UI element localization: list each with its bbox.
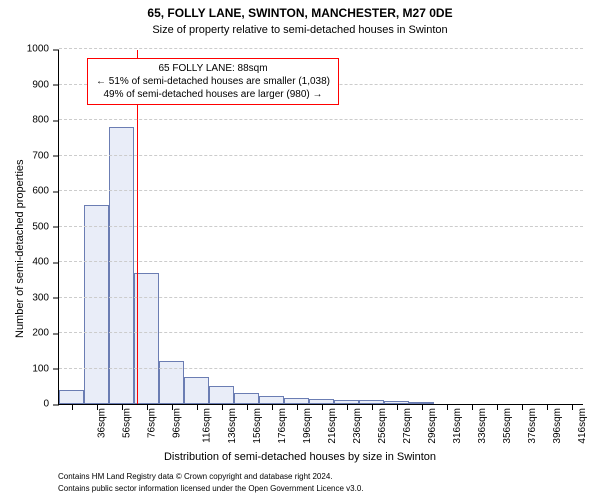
y-tick-label: 900 (32, 79, 59, 90)
x-tick-mark (372, 404, 373, 410)
y-tick-label: 400 (32, 257, 59, 268)
x-tick-mark (197, 404, 198, 410)
y-tick-label: 0 (43, 399, 59, 410)
x-tick-mark (447, 404, 448, 410)
x-tick-label: 296sqm (427, 408, 438, 444)
x-tick-mark (247, 404, 248, 410)
annotation-line2: ← 51% of semi-detached houses are smalle… (96, 75, 330, 88)
footer-line1: Contains HM Land Registry data © Crown c… (58, 472, 333, 481)
footer-line2: Contains public sector information licen… (58, 484, 364, 493)
chart-container: { "title": { "line1": "65, FOLLY LANE, S… (0, 0, 600, 500)
x-tick-mark (122, 404, 123, 410)
x-tick-label: 356sqm (502, 408, 513, 444)
grid-line (59, 368, 583, 369)
x-tick-mark (272, 404, 273, 410)
x-tick-mark (572, 404, 573, 410)
x-tick-mark (547, 404, 548, 410)
x-tick-mark (172, 404, 173, 410)
y-axis-label: Number of semi-detached properties (14, 159, 26, 338)
x-tick-label: 376sqm (527, 408, 538, 444)
histogram-bar (84, 205, 109, 404)
x-tick-mark (222, 404, 223, 410)
histogram-bar (209, 386, 234, 404)
y-tick-label: 700 (32, 150, 59, 161)
y-tick-label: 600 (32, 186, 59, 197)
histogram-bar (259, 396, 284, 404)
histogram-bar (184, 377, 209, 404)
x-tick-label: 136sqm (227, 408, 238, 444)
x-tick-label: 156sqm (252, 408, 263, 444)
plot-area: 0100200300400500600700800900100036sqm56s… (58, 50, 583, 405)
grid-line (59, 155, 583, 156)
x-tick-label: 196sqm (302, 408, 313, 444)
histogram-bar (109, 127, 134, 404)
x-tick-label: 216sqm (327, 408, 338, 444)
x-tick-label: 36sqm (96, 408, 107, 438)
annotation-box: 65 FOLLY LANE: 88sqm ← 51% of semi-detac… (87, 58, 339, 105)
x-tick-label: 176sqm (277, 408, 288, 444)
y-tick-label: 800 (32, 115, 59, 126)
x-tick-label: 336sqm (477, 408, 488, 444)
x-tick-label: 116sqm (201, 408, 212, 443)
x-tick-mark (472, 404, 473, 410)
y-tick-label: 1000 (27, 44, 59, 55)
histogram-bar (134, 273, 159, 404)
x-tick-mark (522, 404, 523, 410)
x-tick-label: 416sqm (577, 408, 588, 444)
annotation-line3: 49% of semi-detached houses are larger (… (96, 88, 330, 101)
x-tick-mark (397, 404, 398, 410)
grid-line (59, 226, 583, 227)
histogram-bar (234, 393, 259, 404)
x-tick-mark (297, 404, 298, 410)
x-tick-label: 276sqm (402, 408, 413, 444)
x-tick-mark (97, 404, 98, 410)
x-tick-label: 76sqm (146, 408, 157, 438)
x-tick-mark (422, 404, 423, 410)
y-tick-label: 200 (32, 328, 59, 339)
x-tick-label: 236sqm (352, 408, 363, 444)
grid-line (59, 190, 583, 191)
x-tick-label: 96sqm (171, 408, 182, 438)
x-tick-mark (347, 404, 348, 410)
chart-title: 65, FOLLY LANE, SWINTON, MANCHESTER, M27… (0, 6, 600, 20)
x-tick-label: 56sqm (121, 408, 132, 438)
x-tick-mark (497, 404, 498, 410)
x-tick-mark (72, 404, 73, 410)
x-tick-label: 256sqm (377, 408, 388, 444)
x-tick-label: 316sqm (452, 408, 463, 444)
y-tick-label: 300 (32, 292, 59, 303)
grid-line (59, 119, 583, 120)
y-tick-label: 500 (32, 221, 59, 232)
y-tick-label: 100 (32, 363, 59, 374)
grid-line (59, 48, 583, 49)
x-tick-label: 396sqm (552, 408, 563, 444)
grid-line (59, 332, 583, 333)
x-axis-label: Distribution of semi-detached houses by … (0, 451, 600, 463)
x-tick-mark (322, 404, 323, 410)
annotation-line1: 65 FOLLY LANE: 88sqm (96, 62, 330, 75)
histogram-bar (59, 390, 84, 404)
grid-line (59, 261, 583, 262)
chart-subtitle: Size of property relative to semi-detach… (0, 24, 600, 36)
x-tick-mark (147, 404, 148, 410)
grid-line (59, 297, 583, 298)
